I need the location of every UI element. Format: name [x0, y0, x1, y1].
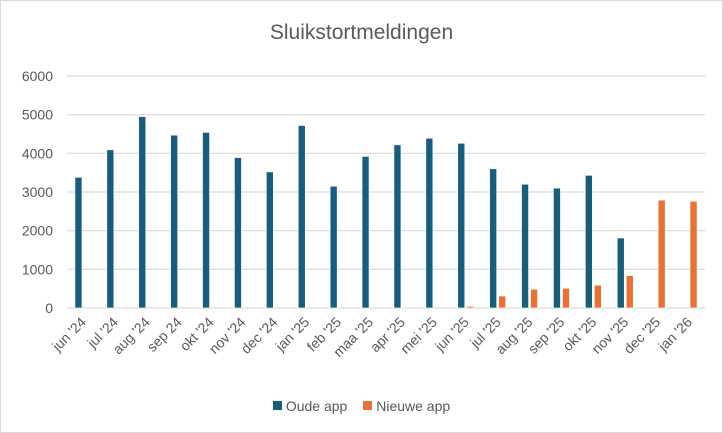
y-tick-label: 1000: [22, 261, 53, 277]
legend-label: Nieuwe app: [376, 397, 451, 414]
legend-swatch: [363, 401, 373, 410]
bar-oude-app: [425, 137, 434, 309]
bar-oude-app: [170, 134, 178, 309]
bar-oude-app: [585, 175, 593, 309]
y-tick-label: 5000: [22, 107, 53, 123]
bar-nieuwe-app: [562, 287, 570, 309]
x-tick-label: jan '25: [271, 314, 312, 355]
bar-oude-app: [74, 177, 83, 309]
bar-nieuwe-app: [466, 306, 475, 309]
legend-item-nieuwe-app: Nieuwe app: [363, 398, 450, 414]
x-tick-label: sep 24: [144, 314, 185, 355]
legend-label: Oude app: [285, 397, 348, 414]
x-tick-label: sep '25: [525, 314, 568, 357]
x-tick-label: jun '24: [48, 314, 89, 355]
x-tick-label: jun '25: [431, 314, 472, 355]
bar-nieuwe-app: [498, 295, 506, 309]
bar-oude-app: [297, 125, 306, 309]
x-tick-label: dec '24: [238, 314, 281, 357]
y-tick-label: 4000: [22, 145, 53, 161]
x-tick-label: jan '26: [654, 314, 695, 355]
bar-nieuwe-app: [594, 284, 602, 309]
bar-nieuwe-app: [689, 200, 698, 309]
y-tick-label: 3000: [22, 184, 53, 200]
bar-oude-app: [457, 142, 466, 309]
bar-oude-app: [489, 168, 497, 309]
bar-oude-app: [361, 156, 370, 309]
bar-oude-app: [521, 183, 529, 309]
bar-oude-app: [202, 132, 210, 309]
x-tick-label: mei '25: [397, 314, 440, 357]
bar-oude-app: [329, 185, 338, 309]
bar-oude-app: [138, 116, 147, 309]
legend-swatch: [272, 401, 282, 410]
bar-oude-app: [266, 171, 274, 309]
y-tick-label: 2000: [22, 223, 53, 239]
y-tick-label: 6000: [22, 68, 53, 84]
bar-oude-app: [553, 187, 561, 309]
x-tick-label: dec '25: [620, 314, 663, 357]
bar-nieuwe-app: [657, 199, 666, 309]
bar-nieuwe-app: [530, 288, 538, 309]
legend: Oude app Nieuwe app: [1, 397, 722, 414]
bar-oude-app: [393, 144, 402, 309]
y-tick-label: 0: [45, 300, 53, 316]
bar-oude-app: [106, 149, 115, 309]
bar-oude-app: [616, 237, 625, 309]
chart-title: Sluikstortmeldingen: [269, 21, 454, 44]
legend-item-oude-app: Oude app: [272, 397, 348, 414]
bar-oude-app: [234, 157, 242, 309]
bar-nieuwe-app: [625, 275, 634, 309]
